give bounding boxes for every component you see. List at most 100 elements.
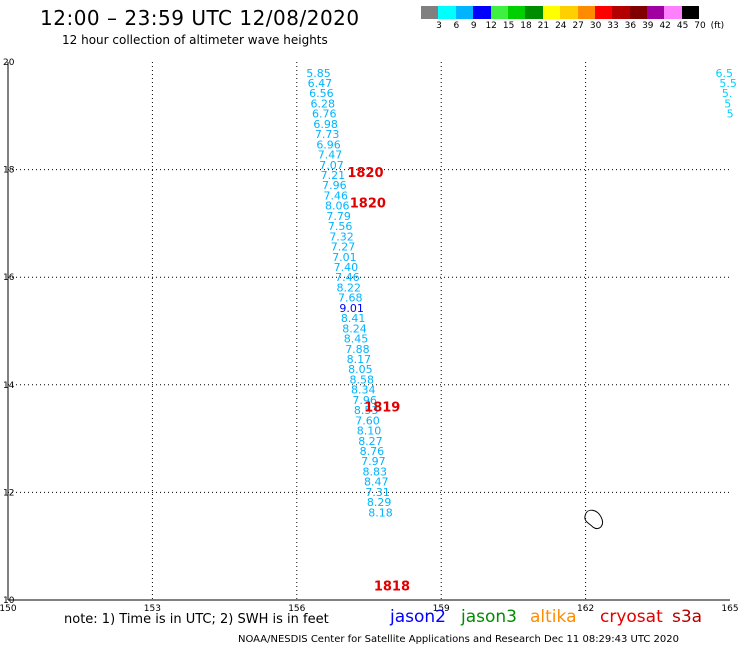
color-swatch: [473, 6, 491, 19]
y-tick-label: 16: [3, 273, 15, 283]
page-subtitle: 12 hour collection of altimeter wave hei…: [62, 33, 328, 47]
color-scale-label: 33: [607, 21, 619, 31]
y-tick-label: 10: [3, 596, 15, 606]
color-swatch: [560, 6, 578, 19]
color-swatch: [647, 6, 665, 19]
swh-value-label: 6.47: [308, 77, 333, 90]
y-tick-label: 18: [3, 166, 15, 176]
color-swatch: [455, 6, 474, 19]
color-scale-label: 45: [676, 21, 689, 31]
swh-value-label: 7.01: [332, 251, 357, 264]
color-swatch: [629, 6, 648, 19]
swh-value-label: 7.40: [334, 261, 359, 274]
y-tick-label: 12: [3, 488, 14, 498]
swh-value-label: 6.96: [316, 138, 341, 151]
swh-value-label: 8.53: [354, 404, 379, 417]
swh-value-label: 6.5: [716, 67, 734, 80]
swh-value-label: 7.79: [326, 210, 351, 223]
swh-value-label: 7.31: [365, 486, 390, 499]
x-tick-label: 150: [0, 604, 17, 614]
color-scale-label: 9: [470, 21, 477, 31]
y-tick-label: 14: [3, 381, 15, 391]
swh-value-label: 6.98: [313, 118, 338, 131]
swh-value-label: 7.88: [345, 343, 370, 356]
y-tick-label: 20: [3, 58, 15, 68]
color-scale-label: 15: [502, 21, 515, 31]
color-scale-bar: [421, 6, 700, 19]
color-swatch: [438, 6, 456, 19]
swh-value-label: 8.83: [363, 465, 388, 478]
color-swatch: [681, 6, 700, 19]
color-scale-label: 27: [572, 21, 584, 31]
pass-time-label: 1820: [350, 196, 386, 211]
color-swatch: [490, 6, 508, 19]
legend-entry-jason3: jason3: [461, 607, 517, 627]
swh-value-label: 5: [727, 108, 734, 121]
swh-value-label: 7.46: [324, 189, 349, 202]
swh-value-label: 7.56: [328, 220, 353, 233]
pass-time-label: 1820: [347, 166, 383, 181]
swh-value-label: 8.10: [357, 425, 382, 438]
color-scale-label: 3: [436, 21, 442, 31]
swh-value-label: 7.96: [352, 394, 377, 407]
swh-value-label: 8.34: [351, 384, 376, 397]
color-swatch: [507, 6, 526, 19]
swh-value-label: 8.41: [341, 312, 366, 325]
swh-value-label: 6.28: [311, 97, 336, 110]
color-swatch: [525, 6, 543, 19]
swh-value-label: 8.22: [337, 281, 362, 294]
footer-note: note: 1) Time is in UTC; 2) SWH is in fe…: [64, 612, 329, 627]
color-scale-label: 30: [589, 21, 602, 31]
pass-time-label: 1819: [364, 400, 400, 415]
x-tick-label: 162: [577, 604, 594, 614]
swh-value-label: 7.07: [319, 159, 344, 172]
swh-value-label: 7.32: [329, 230, 354, 243]
color-swatch: [577, 6, 595, 19]
swh-value-label: 7.97: [361, 455, 386, 468]
color-scale-label: 6: [453, 21, 460, 31]
color-swatch: [664, 6, 682, 19]
swh-value-label: 8.27: [358, 435, 383, 448]
color-swatch: [421, 6, 439, 19]
swh-value-label: 8.17: [347, 353, 372, 366]
swh-value-label: 7.73: [315, 128, 340, 141]
legend-entry-jason2: jason2: [390, 607, 446, 627]
swh-value-label: 5: [724, 97, 731, 110]
color-scale-label: 24: [555, 21, 567, 31]
color-scale-label: 70: [694, 21, 706, 31]
swh-value-label: 8.06: [325, 200, 350, 213]
swh-value-label: 6.76: [312, 108, 337, 121]
x-tick-label: 153: [144, 604, 161, 614]
swh-value-label: 7.96: [322, 179, 347, 192]
color-scale-label: 42: [659, 21, 671, 31]
swh-value-label: 7.68: [338, 292, 363, 305]
swh-value-label: 7.27: [331, 241, 356, 254]
x-tick-label: 159: [433, 604, 450, 614]
swh-value-label: 7.21: [321, 169, 346, 182]
swh-value-label: 7.60: [355, 414, 380, 427]
swh-value-label: 5.85: [306, 67, 331, 80]
color-scale-labels: 3 6 9 12 15 18 21 24 27 30 33 36 39 42 45 70 (ft): [421, 21, 740, 33]
color-scale-label: (ft): [710, 21, 725, 31]
swh-value-label: 8.76: [360, 445, 385, 458]
pass-time-label: 1818: [374, 580, 410, 595]
color-scale-label: 36: [624, 21, 637, 31]
legend-entry-cryosat: cryosat: [600, 607, 663, 627]
swh-value-label: 8.45: [344, 333, 369, 346]
swh-value-label: 5.: [722, 87, 733, 100]
legend-entry-altika: altika: [530, 607, 577, 627]
color-scale-label: 39: [642, 21, 654, 31]
swh-value-label: 5.5: [719, 77, 737, 90]
color-scale-label: 21: [537, 21, 550, 31]
color-swatch: [542, 6, 561, 19]
color-swatch: [612, 6, 630, 19]
x-tick-label: 165: [721, 604, 738, 614]
swh-value-label: 9.01: [339, 302, 364, 315]
island-outline-icon: [584, 509, 604, 530]
swh-value-label: 8.24: [342, 322, 367, 335]
swh-value-label: 8.58: [350, 373, 375, 386]
footer-credit: NOAA/NESDIS Center for Satellite Applica…: [238, 634, 680, 645]
legend-entry-s3a: s3a: [672, 607, 703, 627]
swh-value-label: 6.56: [309, 87, 334, 100]
